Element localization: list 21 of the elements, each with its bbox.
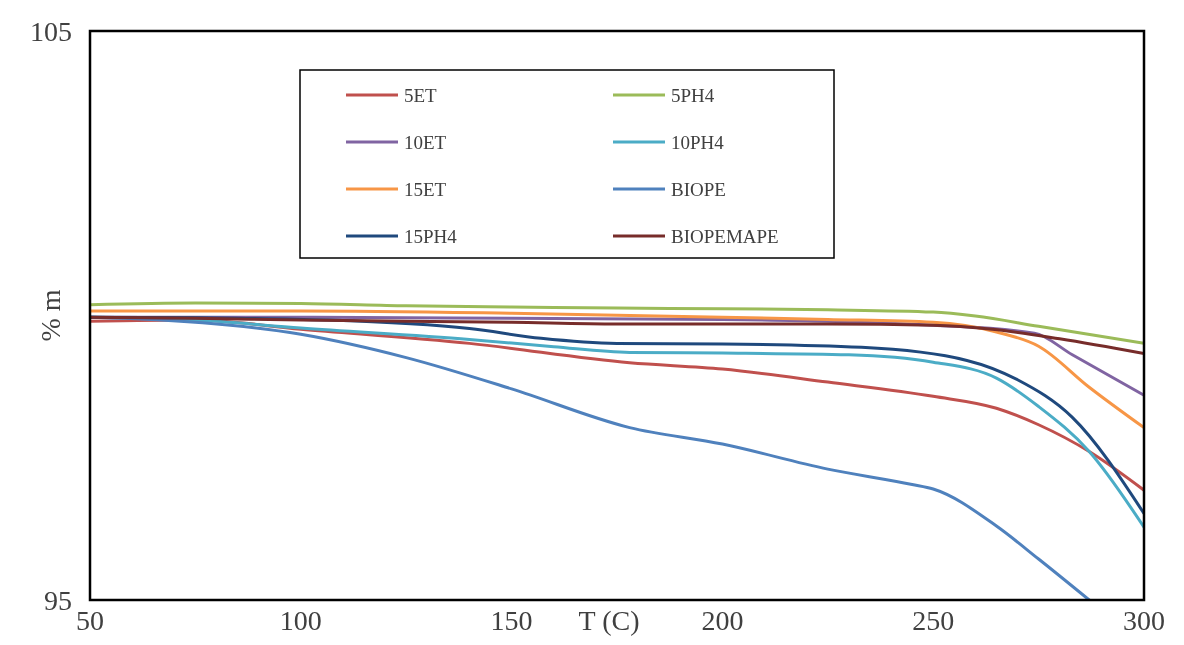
legend-label: 10PH4: [671, 131, 725, 153]
legend-label: 5PH4: [671, 84, 715, 106]
x-tick-label: 200: [701, 605, 744, 636]
x-tick-label: 250: [912, 605, 955, 636]
legend-label: BIOPEMAPE: [671, 225, 779, 247]
line-series: [90, 301, 1144, 345]
line-series: [90, 315, 1144, 356]
x-tick-label: 150: [490, 605, 533, 636]
y-axis-title: % m: [35, 289, 66, 342]
y-tick-label: 95: [44, 584, 72, 616]
x-tick-label: 50: [76, 605, 104, 636]
legend-label: 15ET: [404, 178, 447, 200]
line-series: [90, 309, 1144, 430]
legend-label: 15PH4: [404, 225, 458, 247]
x-axis-title: T (C): [578, 605, 640, 636]
legend-label: 5ET: [404, 84, 438, 106]
y-tick-label: 105: [30, 15, 72, 47]
x-tick-label: 100: [279, 605, 322, 636]
x-tick-label: 300: [1123, 605, 1165, 636]
legend-label: BIOPE: [671, 178, 726, 200]
legend-label: 10ET: [404, 131, 447, 153]
